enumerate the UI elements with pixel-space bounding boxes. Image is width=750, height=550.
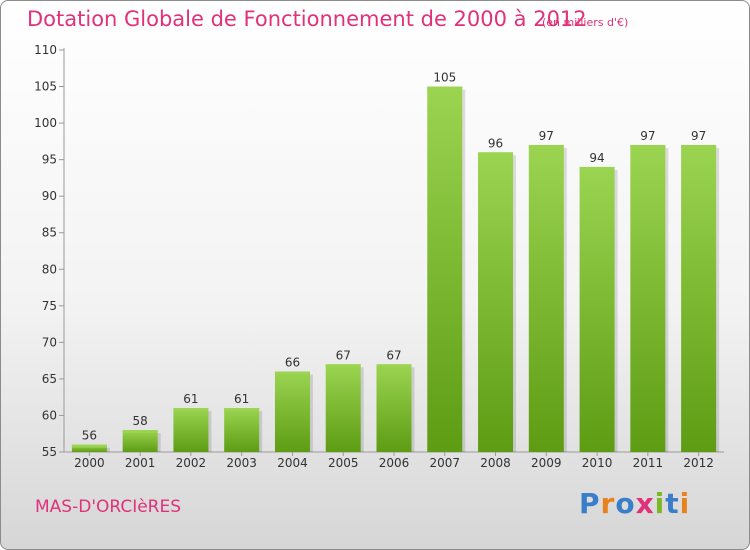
y-tick-label: 75 xyxy=(42,299,57,313)
bar-top-edge xyxy=(630,145,666,149)
bar-2000 xyxy=(71,444,107,452)
brand-letter: t xyxy=(665,487,680,520)
bar-top-edge xyxy=(274,371,310,375)
value-label: 67 xyxy=(336,348,351,362)
y-tick-label: 80 xyxy=(42,262,57,276)
bar-2007 xyxy=(427,86,463,452)
bars xyxy=(71,86,720,453)
chart-unit-note: (en milliers d'€) xyxy=(542,16,629,29)
value-label: 105 xyxy=(433,71,456,85)
y-tick-label: 60 xyxy=(42,408,57,422)
commune-name: MAS-D'ORCIèRES xyxy=(35,497,182,517)
brand-letter: i xyxy=(679,487,691,520)
chart-title: Dotation Globale de Fonctionnement de 20… xyxy=(27,7,587,31)
value-label: 97 xyxy=(640,129,655,143)
y-tick-label: 70 xyxy=(42,335,57,349)
bar-top-edge xyxy=(122,430,158,434)
value-label: 58 xyxy=(133,414,148,428)
value-label: 56 xyxy=(82,429,97,443)
value-label: 66 xyxy=(285,356,300,370)
bar-2004 xyxy=(274,371,310,452)
x-tick-label: 2003 xyxy=(226,456,257,470)
bar-top-edge xyxy=(427,86,463,90)
value-label: 61 xyxy=(234,392,249,406)
bar-2010 xyxy=(579,166,615,453)
bar-top-edge xyxy=(376,364,412,368)
y-tick-label: 110 xyxy=(34,43,57,57)
y-tick-label: 95 xyxy=(42,153,57,167)
brand-letter: r xyxy=(600,487,616,520)
y-tick-label: 105 xyxy=(34,80,57,94)
x-tick-label: 2012 xyxy=(683,456,714,470)
bar-top-edge xyxy=(325,364,361,368)
x-tick-label: 2001 xyxy=(125,456,156,470)
bar-top-edge xyxy=(224,408,260,412)
labels: 56 2000 58 2001 61 2002 61 2003 66 2004 67 2005 67 20… xyxy=(74,71,714,470)
x-tick-label: 2006 xyxy=(379,456,410,470)
bar-top-edge xyxy=(579,166,615,170)
x-tick-label: 2004 xyxy=(277,456,308,470)
x-tick-label: 2007 xyxy=(429,456,460,470)
x-tick-label: 2008 xyxy=(480,456,511,470)
x-tick-label: 2005 xyxy=(328,456,359,470)
proxiti-logo[interactable]: Proxiti xyxy=(579,487,690,520)
value-label: 67 xyxy=(386,348,401,362)
bar-top-edge xyxy=(681,145,717,149)
x-tick-label: 2009 xyxy=(531,456,562,470)
value-label: 97 xyxy=(691,129,706,143)
y-tick-label: 65 xyxy=(42,372,57,386)
brand-letter: o xyxy=(615,487,636,520)
value-label: 94 xyxy=(589,151,604,165)
bar-2012 xyxy=(681,145,717,452)
bar-2009 xyxy=(528,145,564,452)
value-label: 61 xyxy=(183,392,198,406)
bar-top-edge xyxy=(478,152,514,156)
bar-2002 xyxy=(173,408,209,452)
value-label: 96 xyxy=(488,136,503,150)
brand-letter: P xyxy=(579,487,601,520)
x-tick-label: 2010 xyxy=(582,456,613,470)
bar-2011 xyxy=(630,145,666,452)
bar-2005 xyxy=(325,364,361,452)
y-tick-label: 100 xyxy=(34,116,57,130)
bar-2008 xyxy=(478,152,514,452)
y-tick-label: 85 xyxy=(42,226,57,240)
x-tick-label: 2000 xyxy=(74,456,105,470)
bar-top-edge xyxy=(71,444,107,448)
y-tick-label: 90 xyxy=(42,189,57,203)
value-label: 97 xyxy=(539,129,554,143)
brand-letter: x xyxy=(635,487,655,520)
y-tick-label: 55 xyxy=(42,445,57,459)
bar-top-edge xyxy=(173,408,209,412)
x-tick-label: 2002 xyxy=(176,456,207,470)
bar-2006 xyxy=(376,364,412,452)
bar-2003 xyxy=(224,408,260,452)
bar-2001 xyxy=(122,430,158,452)
x-tick-label: 2011 xyxy=(633,456,664,470)
bar-top-edge xyxy=(528,145,564,149)
brand-letter: i xyxy=(654,487,666,520)
